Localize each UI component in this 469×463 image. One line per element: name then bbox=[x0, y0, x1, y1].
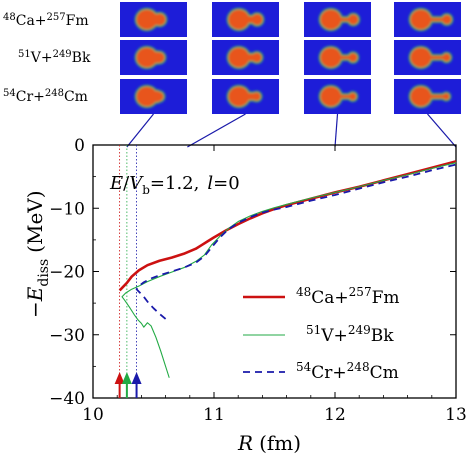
nucleus-density bbox=[226, 7, 265, 32]
nucleus-density bbox=[318, 84, 359, 109]
plot-area: 10 11 12 13 0 −10 −20 −30 −40 bbox=[49, 136, 467, 425]
nucleus-density bbox=[318, 7, 361, 32]
x-tick-label-3: 13 bbox=[445, 405, 467, 425]
x-tick-label-0: 10 bbox=[82, 405, 104, 425]
density-panel-r2-c2 bbox=[304, 79, 371, 114]
connector-line-1 bbox=[187, 113, 246, 148]
legend-label-cr: 54Cr+248Cm bbox=[296, 360, 399, 383]
density-panel-r1-c2 bbox=[304, 40, 371, 75]
y-tick-label-4: −40 bbox=[49, 389, 85, 409]
nucleus-density bbox=[134, 7, 168, 32]
axis-ticks: 10 11 12 13 0 −10 −20 −30 −40 bbox=[49, 136, 467, 425]
row-labels: 48Ca+257Fm 51V+249Bk 54Cr+248Cm bbox=[3, 12, 91, 105]
x-tick-label-1: 11 bbox=[203, 405, 225, 425]
row-label-cr: 54Cr+248Cm bbox=[3, 88, 88, 105]
marker-arrow-head-0 bbox=[114, 372, 125, 384]
nucleus-density bbox=[408, 84, 452, 109]
density-panel-r1-c1 bbox=[212, 40, 279, 75]
connector-line-3 bbox=[427, 113, 457, 148]
y-axis-label: −Ediss(MeV) bbox=[23, 190, 52, 318]
y-tick-label-2: −20 bbox=[49, 263, 85, 283]
nucleus-density bbox=[134, 45, 167, 70]
connector-line-2 bbox=[334, 113, 339, 148]
marker-arrow-head-1 bbox=[121, 372, 132, 384]
density-panel-r0-c2 bbox=[304, 2, 371, 37]
density-panel-r2-c3 bbox=[394, 79, 461, 114]
series-line-1 bbox=[121, 162, 457, 378]
y-tick-label-1: −10 bbox=[49, 199, 85, 219]
density-panels bbox=[120, 2, 461, 114]
row-label-v: 51V+249Bk bbox=[18, 49, 91, 66]
condition-annotation: E/Vb=1.2, l=0 bbox=[109, 173, 240, 197]
row-label-ca: 48Ca+257Fm bbox=[3, 12, 89, 29]
nucleus-density bbox=[318, 45, 360, 70]
series-layer bbox=[118, 160, 457, 378]
nucleus-density bbox=[226, 84, 263, 109]
series-line-2 bbox=[135, 163, 457, 320]
y-tick-label-3: −30 bbox=[49, 326, 85, 346]
nucleus-density bbox=[408, 7, 454, 32]
density-panel-r1-c3 bbox=[394, 40, 461, 75]
marker-arrows bbox=[114, 372, 142, 398]
y-tick-label-0: 0 bbox=[74, 136, 85, 156]
panel-connectors bbox=[126, 113, 457, 148]
legend-label-v: 51V+249Bk bbox=[306, 323, 394, 346]
density-panel-r2-c1 bbox=[212, 79, 279, 114]
nucleus-density bbox=[134, 84, 166, 109]
density-panel-r0-c1 bbox=[212, 2, 279, 37]
density-panel-r0-c3 bbox=[394, 2, 461, 37]
legend-label-ca: 48Ca+257Fm bbox=[296, 285, 400, 308]
nucleus-density bbox=[226, 45, 264, 70]
marker-arrow-head-2 bbox=[131, 372, 142, 384]
x-tick-label-2: 12 bbox=[324, 405, 346, 425]
density-panel-r1-c0 bbox=[120, 40, 187, 75]
legend: 48Ca+257Fm 51V+249Bk 54Cr+248Cm bbox=[243, 285, 400, 383]
x-axis-label: R (fm) bbox=[237, 431, 301, 455]
density-panel-r2-c0 bbox=[120, 79, 187, 114]
density-panel-r0-c0 bbox=[120, 2, 187, 37]
connector-line-0 bbox=[126, 113, 154, 148]
nucleus-density bbox=[408, 45, 453, 70]
